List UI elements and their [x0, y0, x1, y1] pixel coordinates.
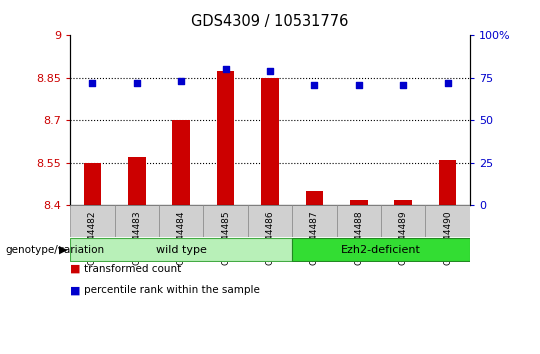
Bar — [336, 205, 381, 237]
Point — [221, 67, 230, 72]
Text: GSM744482: GSM744482 — [88, 210, 97, 264]
Bar — [172, 120, 190, 205]
Bar — [292, 205, 336, 237]
Text: GDS4309 / 10531776: GDS4309 / 10531776 — [191, 14, 349, 29]
Bar — [128, 157, 146, 205]
Bar — [381, 205, 426, 237]
Text: ▶: ▶ — [59, 245, 68, 255]
Text: GSM744487: GSM744487 — [310, 210, 319, 265]
Text: GSM744490: GSM744490 — [443, 210, 452, 265]
Text: ■: ■ — [70, 285, 80, 295]
Bar — [70, 205, 114, 237]
Point — [443, 80, 452, 86]
Point — [310, 82, 319, 87]
Point — [354, 82, 363, 87]
Text: GSM744488: GSM744488 — [354, 210, 363, 265]
Bar — [261, 78, 279, 205]
Text: ■: ■ — [70, 264, 80, 274]
Text: transformed count: transformed count — [84, 264, 181, 274]
Bar — [217, 71, 234, 205]
Bar — [292, 239, 470, 261]
Text: GSM744485: GSM744485 — [221, 210, 230, 265]
Bar — [394, 200, 412, 205]
Text: genotype/variation: genotype/variation — [5, 245, 105, 255]
Point — [177, 79, 186, 84]
Point — [266, 68, 274, 74]
Bar — [204, 205, 248, 237]
Bar — [84, 163, 102, 205]
Bar — [248, 205, 292, 237]
Bar — [426, 205, 470, 237]
Text: percentile rank within the sample: percentile rank within the sample — [84, 285, 260, 295]
Text: wild type: wild type — [156, 245, 207, 255]
Bar — [70, 239, 292, 261]
Text: GSM744483: GSM744483 — [132, 210, 141, 265]
Point — [88, 80, 97, 86]
Bar — [438, 160, 456, 205]
Text: GSM744489: GSM744489 — [399, 210, 408, 265]
Bar — [350, 200, 368, 205]
Text: GSM744484: GSM744484 — [177, 210, 186, 264]
Point — [132, 80, 141, 86]
Bar — [114, 205, 159, 237]
Text: GSM744486: GSM744486 — [266, 210, 274, 265]
Text: Ezh2-deficient: Ezh2-deficient — [341, 245, 421, 255]
Bar — [306, 191, 323, 205]
Point — [399, 82, 408, 87]
Bar — [159, 205, 204, 237]
